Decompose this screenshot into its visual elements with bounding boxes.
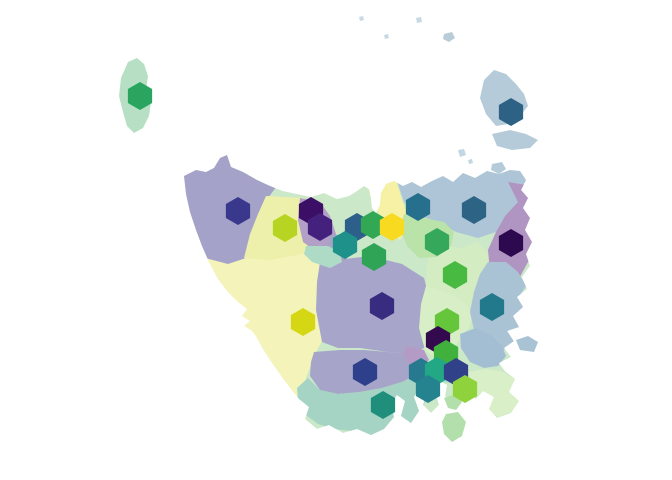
hex-marker: [272, 214, 298, 242]
region-dorset: [396, 166, 530, 238]
hex-marker: [442, 261, 468, 289]
hex-marker: [225, 197, 251, 225]
hex-marker: [370, 391, 396, 419]
hex-marker: [379, 213, 405, 241]
hex-marker: [361, 243, 387, 271]
islet-bass-2: [384, 34, 389, 39]
islet-ne-1: [458, 149, 466, 157]
hex-marker: [424, 228, 450, 256]
region-central-coast: [304, 246, 342, 268]
region-sorell: [460, 328, 506, 368]
hex-marker: [360, 211, 386, 239]
island-clarke: [491, 162, 506, 174]
hex-marker: [352, 358, 378, 386]
hex-marker: [127, 82, 153, 110]
hex-marker: [290, 308, 316, 336]
hex-marker: [307, 213, 333, 241]
hex-marker: [405, 193, 431, 221]
hex-marker: [461, 196, 487, 224]
hex-marker: [498, 98, 524, 126]
main-island-group: [184, 155, 532, 435]
islet-bass-3: [416, 17, 422, 23]
island-maria: [516, 336, 538, 352]
hex-marker: [498, 229, 524, 257]
hex-marker: [369, 292, 395, 320]
islet-bass-4: [443, 32, 455, 42]
island-bruny-south: [442, 412, 466, 442]
islet-bass-1: [359, 16, 364, 21]
region-tasman: [468, 369, 519, 417]
hex-marker: [415, 375, 441, 403]
island-cape-barren: [492, 130, 538, 150]
hex-marker: [452, 375, 478, 403]
hex-marker: [479, 293, 505, 321]
islet-ne-2: [468, 159, 473, 164]
hex-marker: [332, 231, 358, 259]
